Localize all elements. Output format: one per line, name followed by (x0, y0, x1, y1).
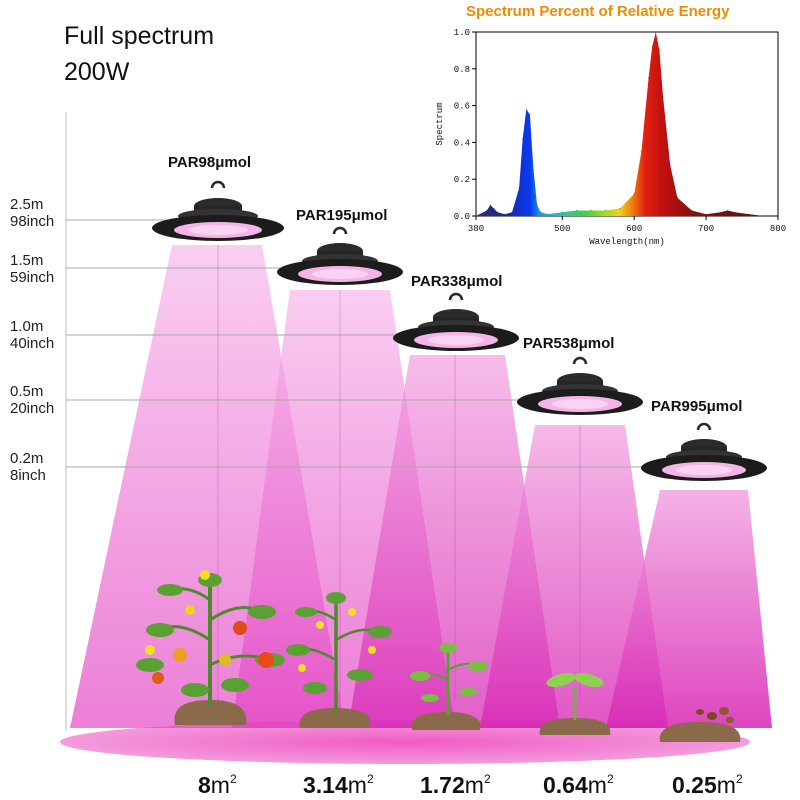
x-tick-label: 380 (468, 224, 484, 234)
height-label-1: 2.5m 98inch (10, 196, 55, 230)
y-tick-label: 0.4 (454, 138, 470, 148)
x-tick-label: 500 (554, 224, 570, 234)
spectrum-chart: 380 500 600 700 800 0.0 0.2 0.4 0.6 0.8 1.0 Wavelen… (435, 28, 786, 247)
spectrum-point (705, 213, 707, 215)
spectrum-point (604, 209, 606, 212)
height-label-5: 0.2m 8inch (10, 450, 46, 484)
spectrum-point (727, 209, 729, 212)
spectrum-chart-title: Spectrum Percent of Relative Energy (466, 3, 730, 20)
x-tick-label: 800 (770, 224, 786, 234)
spectrum-point (662, 95, 664, 97)
tomato-plant-large (136, 570, 285, 725)
spectrum-point (691, 209, 693, 212)
height-label-3: 1.0m 40inch (10, 318, 55, 352)
title-line-2: 200W (64, 58, 130, 86)
spectrum-point (504, 213, 506, 215)
spectrum-point (532, 169, 535, 171)
spectrum-point (676, 197, 678, 199)
spectrum-point (619, 208, 621, 210)
ufo-lamp-2 (277, 226, 403, 285)
spectrum-point (658, 49, 660, 51)
spectrum-point (561, 211, 563, 213)
spectrum-point (655, 31, 657, 33)
spectrum-point (734, 211, 736, 213)
par-label-1: PAR98μmol (168, 154, 252, 171)
spectrum-point (522, 138, 524, 140)
par-label-4: PAR538μmol (523, 335, 615, 352)
title-line-1: Full spectrum (64, 22, 215, 50)
y-tick-label: 0.6 (454, 102, 470, 112)
spectrum-point (648, 77, 650, 79)
spectrum-point (489, 204, 491, 206)
y-tick-label: 0.2 (454, 175, 470, 185)
seed-soil (659, 707, 741, 742)
spectrum-point (547, 213, 549, 215)
coverage-area-4: 0.64m2 (543, 772, 614, 798)
y-tick-label: 1.0 (454, 28, 470, 38)
ufo-lamp-3 (393, 292, 519, 351)
height-label-4: 0.5m 20inch (10, 383, 55, 417)
seedling (539, 673, 611, 735)
spectrum-point (493, 208, 495, 210)
spectrum-point (669, 163, 671, 166)
spectrum-point (748, 213, 750, 215)
spectrum-point (763, 215, 765, 217)
young-plant (410, 643, 488, 730)
spectrum-point (576, 209, 578, 212)
height-label-2: 1.5m 59inch (10, 252, 55, 286)
y-tick-label: 0.8 (454, 65, 470, 75)
ufo-lamp-5 (641, 422, 767, 481)
ufo-lamp-1 (152, 180, 284, 241)
light-beam-4 (480, 425, 668, 728)
spectrum-point (511, 211, 513, 213)
light-beam-5 (606, 490, 772, 728)
par-label-2: PAR195μmol (296, 207, 388, 224)
y-tick-label: 0.0 (454, 212, 470, 222)
par-label-3: PAR338μmol (411, 273, 503, 290)
y-axis-label: Spectrum (435, 102, 445, 145)
spectrum-point (497, 211, 499, 213)
spectrum-point (540, 211, 542, 213)
x-tick-label: 700 (698, 224, 714, 234)
flowering-plant (286, 592, 392, 728)
spectrum-series-area (476, 32, 778, 216)
spectrum-point (651, 46, 653, 48)
spectrum-point (529, 114, 531, 116)
spectrum-point (633, 193, 635, 195)
x-tick-label: 600 (626, 224, 642, 234)
ufo-lamp-4 (517, 356, 643, 415)
spectrum-point (486, 209, 488, 212)
spectrum-point (640, 151, 642, 153)
coverage-area-5: 0.25m2 (672, 772, 743, 798)
par-label-5: PAR995μmol (651, 398, 743, 415)
spectrum-point (518, 187, 520, 189)
spectrum-point (525, 108, 527, 110)
spectrum-point (719, 211, 722, 213)
x-axis-label: Wavelength(nm) (589, 237, 665, 247)
coverage-area-2: 3.14m2 (303, 772, 374, 798)
spectrum-point (536, 204, 538, 206)
spectrum-point (590, 209, 592, 212)
coverage-area-1: 8m2 (198, 772, 237, 798)
coverage-area-3: 1.72m2 (420, 772, 491, 798)
